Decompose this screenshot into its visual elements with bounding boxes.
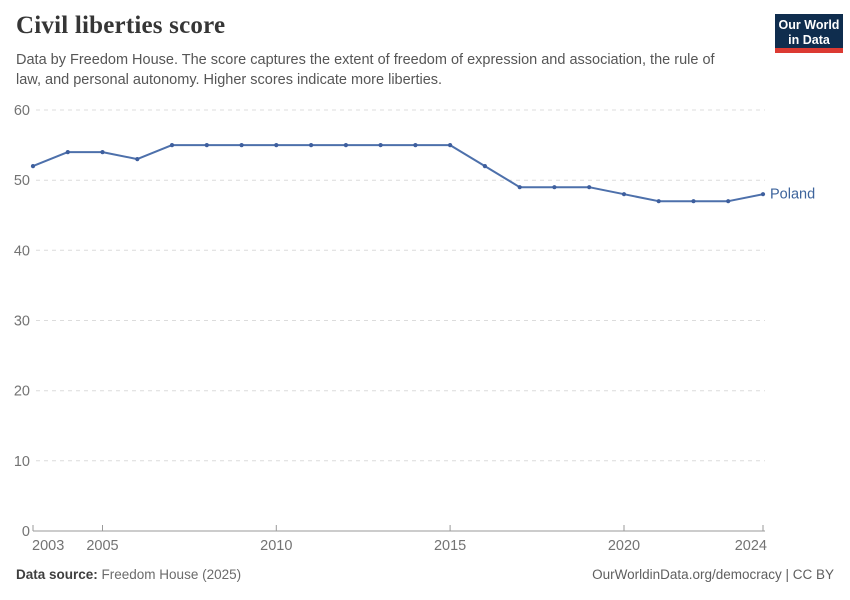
owid-logo-line1: Our World — [778, 18, 840, 32]
data-point — [691, 199, 696, 204]
footer-attribution: OurWorldinData.org/democracy | CC BY — [592, 567, 834, 582]
y-tick-label: 50 — [14, 173, 30, 189]
footer-source-value: Freedom House (2025) — [97, 567, 242, 582]
y-tick-label: 10 — [14, 454, 30, 470]
data-point — [135, 157, 140, 162]
series-end-label: Poland — [770, 187, 815, 203]
owid-logo-stripe — [775, 48, 843, 53]
data-point — [621, 192, 627, 197]
data-point — [65, 150, 70, 155]
y-tick-label: 0 — [22, 524, 30, 540]
data-point — [482, 164, 487, 169]
footer-source: Data source: Freedom House (2025) — [16, 567, 241, 582]
data-point — [517, 185, 522, 190]
subtitle-line-1: Data by Freedom House. The score capture… — [16, 52, 715, 68]
owid-logo: Our World in Data — [775, 14, 843, 51]
series-line — [32, 144, 764, 203]
subtitle-line-2: law, and personal autonomy. Higher score… — [16, 72, 443, 88]
y-tick-label: 60 — [14, 103, 30, 119]
data-point — [169, 143, 175, 148]
data-point — [309, 143, 314, 148]
owid-logo-line2: in Data — [788, 33, 830, 47]
x-tick-label: 2003 — [32, 538, 64, 554]
x-tick-label: 2005 — [86, 538, 118, 554]
data-point — [552, 185, 557, 190]
data-point — [204, 143, 209, 148]
x-tick-label: 2015 — [434, 538, 466, 554]
data-point — [726, 199, 731, 204]
y-tick-label: 30 — [14, 314, 30, 330]
data-point — [30, 164, 36, 169]
y-tick-label: 40 — [14, 243, 30, 259]
x-tick-label: 2024 — [735, 538, 767, 554]
page-title: Civil liberties score — [16, 12, 226, 39]
line-chart: 0 10 20 30 40 50 60 2003 2005 2010 2015 2020 2024 Pol… — [14, 103, 815, 554]
data-point — [656, 199, 661, 204]
y-tick-label: 20 — [14, 384, 30, 400]
data-point — [760, 192, 766, 197]
data-point — [378, 143, 383, 148]
x-tick-label: 2010 — [260, 538, 292, 554]
footer-source-label: Data source: — [16, 567, 98, 582]
data-point — [587, 185, 592, 190]
data-point — [274, 143, 279, 148]
data-point — [239, 143, 244, 148]
data-point — [448, 143, 453, 148]
x-tick-label: 2020 — [608, 538, 640, 554]
data-point — [413, 143, 418, 148]
data-point — [100, 150, 105, 155]
data-point — [343, 143, 348, 148]
chart-subtitle: Data by Freedom House. The score capture… — [16, 50, 736, 90]
